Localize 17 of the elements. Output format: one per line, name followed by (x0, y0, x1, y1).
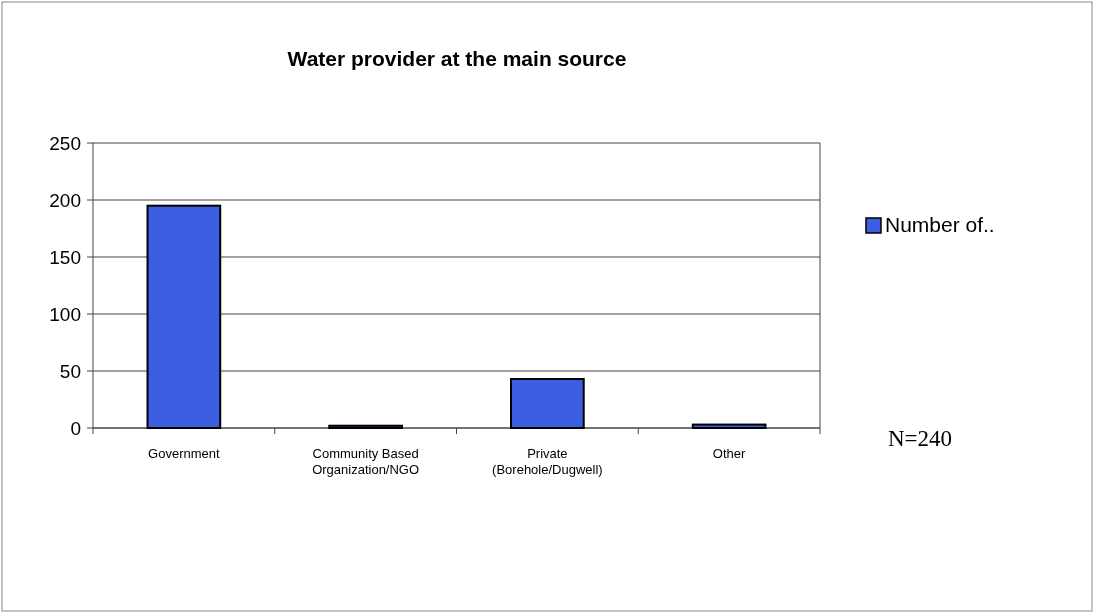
chart-title: Water provider at the main source (287, 47, 627, 70)
bar (328, 424, 403, 429)
text: N=240 (888, 426, 953, 451)
bar (691, 423, 767, 429)
y-tick-label: 0 (70, 417, 81, 439)
x-tick-label: Government (148, 446, 221, 461)
y-tick-label: 50 (59, 360, 81, 382)
x-tick-label: Private (Borehole/Dugwell) (492, 446, 603, 477)
y-tick-label: 150 (49, 246, 81, 268)
y-tick-label: 200 (49, 189, 81, 211)
legend-label: Number of.. (885, 213, 995, 237)
bar (510, 377, 585, 429)
x-tick-label: Community Based Organization/NGO (312, 446, 420, 477)
x-tick-label: Other (712, 446, 747, 461)
bar (146, 204, 222, 429)
y-tick-label: 250 (49, 132, 81, 154)
y-tick-label: 100 (49, 303, 81, 325)
